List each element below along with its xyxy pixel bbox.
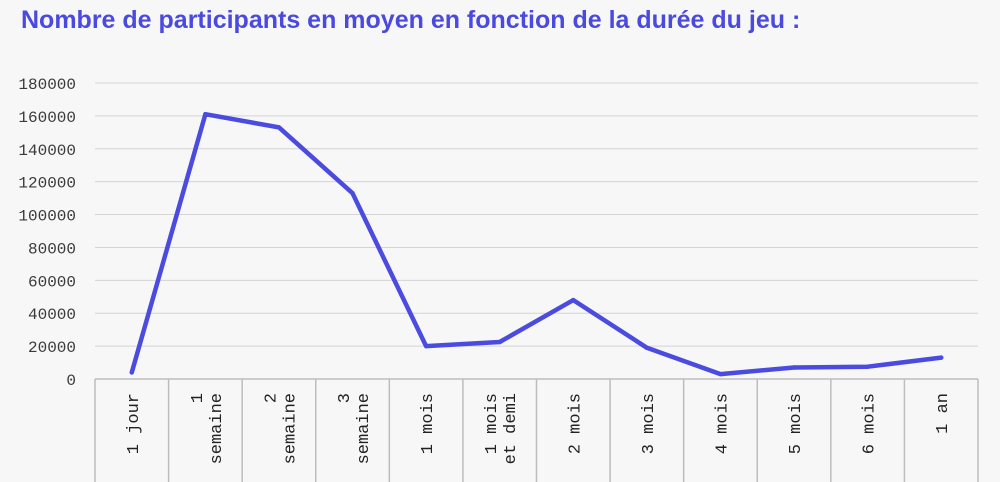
x-category-label: 5 mois	[787, 393, 806, 454]
y-tick-label: 80000	[28, 240, 76, 258]
data-point	[129, 370, 134, 375]
x-category-label-line: 1 an	[934, 393, 953, 434]
x-category-label-line: 3	[336, 393, 355, 403]
data-point	[791, 365, 797, 370]
x-category-label-line: 2	[262, 393, 281, 403]
data-point	[276, 125, 282, 130]
data-point	[644, 345, 650, 350]
data-point	[350, 190, 355, 196]
x-category-label: 1 mois	[419, 393, 438, 454]
x-category-label-line: 1 mois	[419, 393, 438, 454]
data-series-line	[129, 111, 944, 377]
data-point	[939, 355, 944, 360]
y-tick-label: 20000	[28, 339, 76, 357]
y-tick-label: 100000	[18, 208, 76, 226]
x-category-label-line: 6 mois	[861, 393, 880, 454]
y-tick-label: 160000	[18, 109, 76, 127]
data-point	[718, 371, 723, 377]
data-point	[571, 297, 576, 303]
y-tick-label: 140000	[18, 142, 76, 160]
x-category-label-line: et demi	[502, 393, 521, 464]
y-tick-label: 0	[66, 372, 76, 390]
x-category-label-line: 2 mois	[566, 393, 585, 454]
x-category-label: 2 mois	[566, 393, 585, 454]
x-category-label: 1 an	[934, 393, 953, 434]
x-category-label-line: 3 mois	[640, 393, 659, 454]
x-category-label: 2 semaine	[262, 393, 300, 464]
x-category-label-line: 4 mois	[713, 393, 732, 454]
x-category-label: 3 semaine	[336, 393, 374, 464]
x-category-label: 1 mois et demi	[483, 393, 521, 464]
x-category-label: 1 semaine	[189, 393, 227, 464]
x-category-label-line: semaine	[281, 393, 300, 464]
y-tick-label: 60000	[28, 273, 76, 291]
x-category-label-line: semaine	[208, 393, 227, 464]
x-category-label: 1 jour	[125, 393, 144, 454]
y-tick-label: 180000	[18, 76, 76, 94]
chart-title: Nombre de participants en moyen en fonct…	[21, 6, 801, 34]
x-category-label-line: 1	[189, 393, 208, 403]
x-category-label-line: 1 jour	[125, 393, 144, 454]
y-tick-label: 120000	[18, 175, 76, 193]
x-category-label: 6 mois	[861, 393, 880, 454]
x-category-label: 4 mois	[713, 393, 732, 454]
data-point	[865, 364, 870, 369]
x-category-label-line: 1 mois	[483, 393, 502, 454]
x-category-label-line: semaine	[355, 393, 374, 464]
data-point	[497, 339, 502, 345]
data-point	[423, 343, 429, 349]
y-tick-label: 40000	[28, 306, 76, 324]
x-category-label-line: 5 mois	[787, 393, 806, 454]
data-point	[203, 112, 208, 117]
x-category-label: 3 mois	[640, 393, 659, 454]
